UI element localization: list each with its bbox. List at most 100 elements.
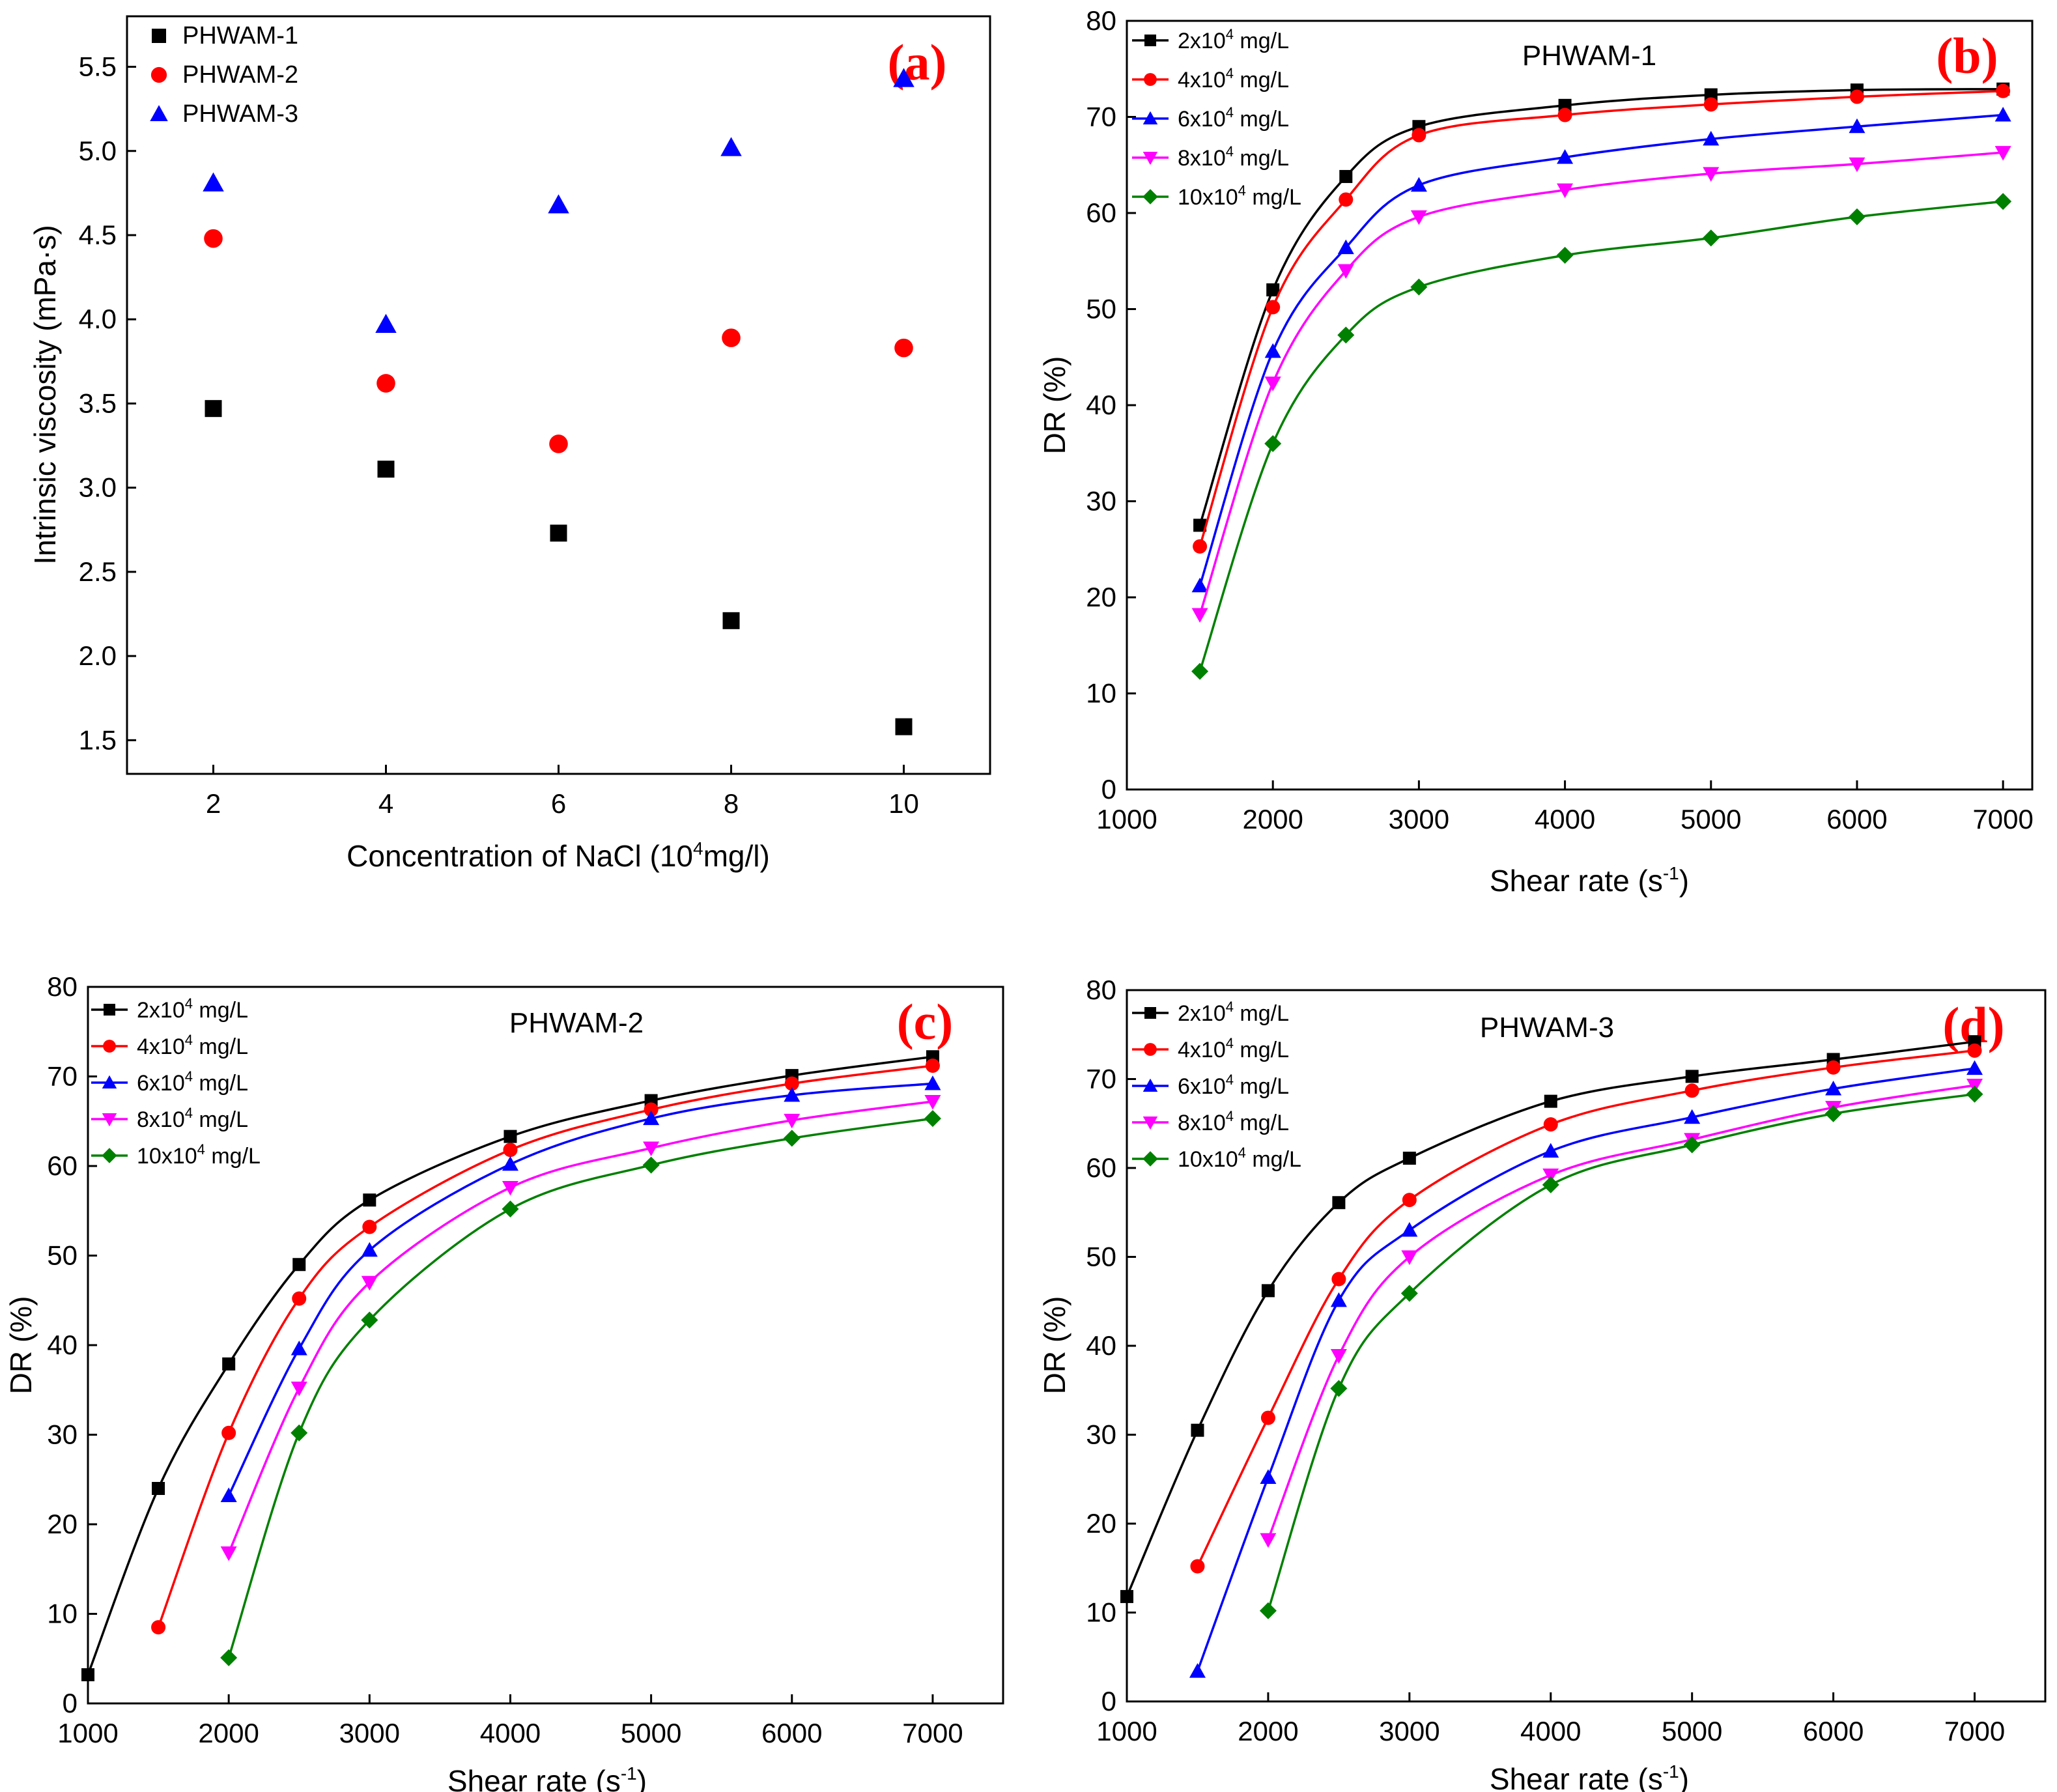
data-point-c-2-2 [221, 1425, 236, 1440]
y-tick-label-d: 80 [1086, 974, 1116, 1005]
y-tick-label-d: 0 [1101, 1686, 1116, 1716]
series-c-4 [220, 1095, 941, 1561]
x-tick-label-c: 1000 [57, 1718, 118, 1748]
x-axis-label-d: Shear rate (s-1) [1490, 1761, 1689, 1792]
series-a-1 [205, 400, 913, 735]
series-d-4 [1260, 1079, 1983, 1548]
series-line-d-4 [1267, 1084, 1975, 1541]
y-tick-label-d: 50 [1086, 1242, 1116, 1272]
data-point-c-2-1 [151, 1620, 166, 1635]
legend-label-sup: 4 [185, 995, 193, 1012]
legend-label-main: 2x10 [137, 998, 185, 1023]
legend-label-unit: mg/L [1234, 68, 1289, 92]
y-tick-label-b: 50 [1086, 294, 1116, 324]
x-tick-label-d: 3000 [1379, 1716, 1440, 1746]
data-point-c-3-2 [291, 1341, 307, 1356]
data-point-a-2-2 [376, 374, 395, 393]
data-point-c-3-7 [924, 1075, 941, 1090]
data-point-c-4-5 [643, 1141, 660, 1156]
legend-label-sup: 4 [185, 1068, 193, 1085]
legend-label: 8x104 mg/L [137, 1105, 248, 1132]
data-point-b-5-3 [1337, 326, 1355, 344]
x-axis-label-b: Shear rate (s-1) [1490, 863, 1689, 898]
legend-item-c-3: 6x104 mg/L [91, 1068, 248, 1096]
y-tick-label-b: 80 [1086, 5, 1116, 36]
y-tick-label-a: 4.5 [79, 220, 117, 250]
series-d-5 [1259, 1085, 1983, 1619]
legend-label-unit: mg/L [1234, 1074, 1289, 1099]
data-point-b-5-2 [1264, 435, 1282, 452]
plot-frame-b [1126, 20, 2034, 791]
legend-item-c-2: 4x104 mg/L [91, 1032, 248, 1059]
series-b-4 [1191, 146, 2011, 623]
data-point-c-1-4 [292, 1258, 306, 1272]
legend-marker [102, 1075, 117, 1088]
data-point-b-5-6 [1702, 229, 1720, 247]
data-point-c-5-5 [642, 1156, 660, 1174]
legend-item-b-4: 8x104 mg/L [1132, 143, 1289, 171]
legend-label-sup: 4 [1226, 1072, 1234, 1088]
data-point-c-5-1 [220, 1649, 238, 1666]
y-tick-label-c: 60 [47, 1150, 78, 1181]
x-label-tail: mg/l) [703, 839, 770, 873]
series-line-c-4 [227, 1100, 933, 1554]
y-tick-label-a: 3.5 [79, 388, 117, 418]
legend-item-d-2: 4x104 mg/L [1132, 1035, 1289, 1062]
legend-label-main: 10x10 [1178, 185, 1238, 210]
x-tick-label-d: 4000 [1520, 1716, 1581, 1746]
x-tick-label-a: 4 [378, 788, 393, 819]
data-point-d-3-6 [1684, 1109, 1701, 1124]
series-line-b-4 [1199, 151, 2004, 616]
data-point-c-2-4 [362, 1219, 377, 1234]
series-line-b-1 [1199, 87, 2004, 526]
data-point-a-3-3 [548, 194, 569, 214]
data-point-d-1-2 [1191, 1423, 1204, 1437]
x-tick-label-a: 10 [888, 788, 919, 819]
legend-marker [150, 105, 168, 121]
y-tick-label-c: 30 [47, 1419, 78, 1450]
data-point-c-1-1 [81, 1668, 94, 1681]
series-line-d-2 [1196, 1049, 1975, 1567]
x-tick-label-b: 4000 [1535, 804, 1595, 834]
data-point-b-3-4 [1410, 177, 1427, 192]
data-point-a-2-1 [204, 229, 223, 248]
y-tick-label-b: 60 [1086, 197, 1116, 228]
data-point-d-5-3 [1400, 1285, 1418, 1302]
y-tick-label-c: 70 [47, 1061, 78, 1092]
legend-label-main: 4x10 [1178, 68, 1226, 92]
data-point-d-4-1 [1260, 1533, 1277, 1548]
plot-frame-a [126, 15, 991, 775]
data-point-b-4-2 [1264, 377, 1281, 391]
data-point-d-2-3 [1331, 1272, 1346, 1287]
y-tick-label-d: 10 [1086, 1597, 1116, 1628]
series-b-2 [1193, 83, 2011, 554]
legend-label: 10x104 mg/L [137, 1141, 261, 1169]
legend-label: 8x104 mg/L [1178, 1108, 1289, 1135]
series-line-b-5 [1199, 200, 2004, 672]
x-tick-label-b: 1000 [1096, 804, 1157, 834]
data-point-a-1-2 [377, 461, 395, 478]
legend-label-main: PHWAM-1 [182, 22, 298, 50]
x-axis-label-c: Shear rate (s-1) [447, 1763, 647, 1792]
panel-tag-c: (c) [897, 993, 954, 1050]
data-point-c-5-3 [361, 1311, 378, 1329]
y-tick-label-a: 1.5 [79, 724, 117, 755]
legend-label-main: PHWAM-2 [182, 61, 298, 89]
legend-label-unit: mg/L [1234, 29, 1289, 53]
data-point-d-3-4 [1401, 1222, 1418, 1237]
legend-item-d-4: 8x104 mg/L [1132, 1108, 1289, 1135]
data-point-d-5-2 [1330, 1380, 1348, 1397]
x-label-sup: 4 [693, 838, 703, 859]
panel-a: 2 4 6 8 10 1.5 2.0 2.5 3.0 3.5 4.0 4.5 5.0 5.5 Concent… [28, 15, 991, 873]
legend-label: 4x104 mg/L [1178, 65, 1289, 92]
x-label-main: Shear rate (s [1490, 864, 1663, 898]
legend-item-a-1: PHWAM-1 [152, 22, 298, 50]
data-point-c-3-1 [220, 1487, 237, 1502]
legend-label: 10x104 mg/L [1178, 182, 1301, 210]
y-tick-label-d: 30 [1086, 1419, 1116, 1450]
data-point-d-2-8 [1967, 1043, 1982, 1058]
data-point-d-4-3 [1401, 1250, 1418, 1265]
data-point-b-3-7 [1849, 118, 1865, 134]
data-point-b-5-4 [1410, 278, 1428, 296]
data-point-c-4-1 [220, 1546, 237, 1561]
